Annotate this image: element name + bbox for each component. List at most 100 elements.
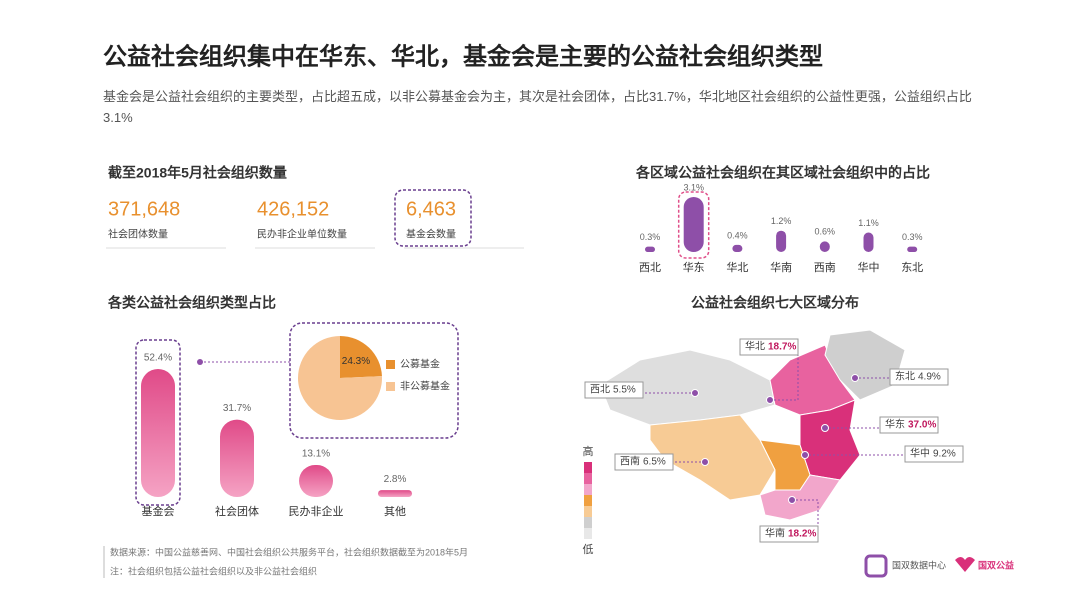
value-label: 0.3%: [902, 232, 923, 242]
pie-slice: [340, 336, 382, 378]
region-dot: [851, 374, 859, 382]
bar: [645, 246, 655, 252]
category-label: 东北: [901, 261, 923, 274]
category-label: 社会团体: [215, 504, 259, 518]
value-label: 2.8%: [384, 474, 407, 485]
chart-title: 公益社会组织七大区域分布: [691, 295, 859, 311]
chart-title: 各区域公益社会组织在其区域社会组织中的占比: [635, 165, 930, 181]
value-label: 24.3%: [342, 356, 370, 367]
value-label: 3.1%: [683, 182, 704, 192]
value-label: 0.4%: [727, 230, 748, 240]
leader: [770, 347, 799, 401]
footnote: 数据来源：中国公益慈善网、中国社会组织公共服务平台，社会组织数据截至为2018年…: [110, 546, 468, 557]
region-dot: [701, 458, 709, 466]
bar: [220, 419, 254, 497]
value-label: 0.6%: [815, 227, 836, 237]
stat-label: 社会团体数量: [108, 228, 168, 241]
region-value: 5.5%: [613, 385, 636, 396]
bar: [732, 244, 743, 252]
legend-low: 低: [583, 543, 594, 556]
logo-icon: [864, 554, 888, 578]
region-value: 37.0%: [908, 420, 936, 431]
footnote: 注：社会组织包括公益社会组织以及非公益社会组织: [110, 565, 317, 576]
value-label: 13.1%: [302, 449, 330, 460]
region-value: 9.2%: [933, 449, 956, 460]
label-box: [584, 381, 644, 399]
value-label: 1.2%: [771, 216, 792, 226]
region-name: 华南: [765, 527, 785, 540]
value-label: 1.1%: [858, 218, 879, 228]
bar: [907, 246, 918, 252]
bar: [299, 465, 333, 497]
inset-box: [289, 322, 459, 439]
title: 公益社会组织集中在华东、华北，基金会是主要的公益社会组织类型: [103, 42, 823, 70]
region: [824, 329, 906, 401]
category-label: 基金会: [142, 504, 175, 518]
bar: [819, 241, 830, 252]
bar: [683, 197, 704, 252]
region-value: 4.9%: [918, 372, 941, 383]
stats-title: 截至2018年5月社会组织数量: [108, 165, 287, 181]
category-label: 华北: [726, 260, 748, 274]
logo-icon: [955, 557, 975, 572]
region-value: 6.5%: [643, 457, 666, 468]
legend-high: 高: [583, 444, 594, 458]
stat-value: 371,648: [108, 198, 180, 220]
legend-label: 公募基金: [400, 358, 440, 371]
bar: [378, 490, 412, 497]
value-label: 31.7%: [223, 403, 251, 414]
legend-swatch: [386, 382, 395, 391]
legend-swatch: [386, 360, 395, 369]
pie-slice: [297, 336, 382, 420]
stat-label: 民办非企业单位数量: [257, 228, 347, 241]
category-label: 其他: [384, 505, 406, 518]
leader: [792, 499, 819, 534]
subtitle: 基金会是公益社会组织的主要类型，占比超五成，以非公募基金会为主，其次是社会团体，…: [103, 89, 972, 125]
chart-title: 各类公益社会组织类型占比: [107, 295, 276, 311]
connector-dot: [197, 359, 203, 365]
stat-label: 基金会数量: [406, 228, 456, 241]
category-label: 华南: [770, 260, 792, 274]
region-dot: [801, 451, 809, 459]
value-label: 52.4%: [144, 353, 172, 364]
color-scale: [584, 462, 592, 539]
region-name: 东北: [895, 370, 915, 383]
logo: 国双公益: [978, 559, 1014, 570]
region-dot: [821, 424, 829, 432]
bar: [863, 232, 874, 252]
label-box: [904, 445, 964, 463]
label-box: [759, 525, 819, 543]
region-name: 西南: [620, 455, 640, 468]
category-label: 华东: [683, 260, 705, 274]
region-name: 华北: [745, 340, 765, 353]
region-value: 18.2%: [788, 529, 816, 540]
region-dot: [691, 389, 699, 397]
label-box: [739, 338, 799, 356]
region-name: 华东: [885, 418, 905, 431]
value-label: 0.3%: [640, 232, 661, 242]
logo: 国双数据中心: [892, 559, 946, 570]
region-dot: [788, 496, 796, 504]
category-label: 民办非企业: [289, 504, 344, 518]
category-label: 华中: [858, 260, 880, 274]
highlight-box: [135, 339, 181, 506]
region-value: 18.7%: [768, 342, 796, 353]
bar: [141, 369, 175, 497]
category-label: 西南: [814, 261, 836, 274]
bar: [776, 230, 787, 252]
region-name: 华中: [910, 447, 930, 460]
region-name: 西北: [590, 384, 610, 396]
legend-label: 非公募基金: [400, 380, 450, 393]
category-label: 西北: [639, 261, 661, 274]
stat-value: 426,152: [257, 198, 329, 220]
region: [759, 474, 841, 521]
region-dot: [766, 396, 774, 404]
label-box: [879, 416, 939, 434]
highlight-box: [394, 189, 472, 247]
label-box: [889, 368, 949, 386]
label-box: [614, 453, 674, 471]
stat-value: 6,463: [406, 198, 456, 220]
highlight-box: [677, 191, 710, 259]
